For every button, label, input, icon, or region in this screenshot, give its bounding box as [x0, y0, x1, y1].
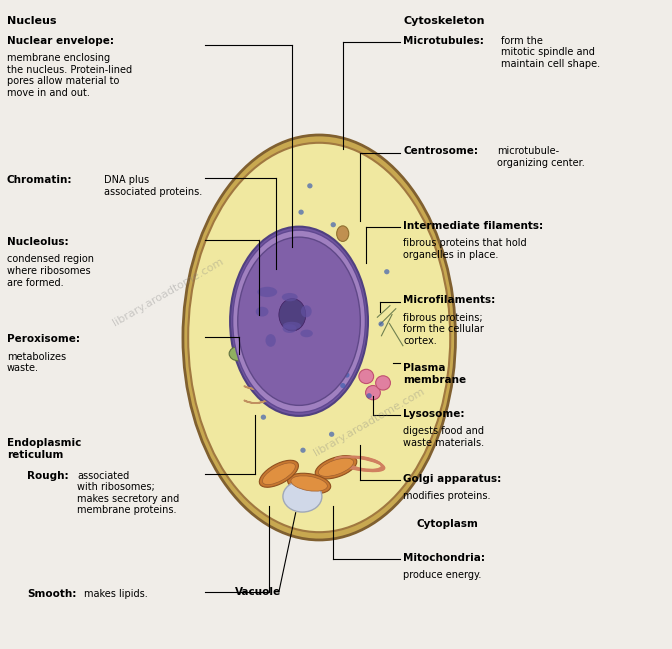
Text: membrane enclosing
the nucleus. Protein-lined
pores allow material to
move in an: membrane enclosing the nucleus. Protein-…	[7, 53, 132, 98]
Text: Endoplasmic
reticulum: Endoplasmic reticulum	[7, 438, 81, 459]
Circle shape	[314, 313, 320, 318]
Circle shape	[282, 346, 287, 351]
Ellipse shape	[238, 237, 360, 406]
Circle shape	[261, 415, 266, 420]
FancyArrowPatch shape	[245, 372, 266, 374]
Text: Lysosome:: Lysosome:	[403, 409, 465, 419]
FancyArrowPatch shape	[245, 358, 266, 360]
Text: produce energy.: produce energy.	[403, 570, 482, 580]
Text: microtubule-
organizing center.: microtubule- organizing center.	[497, 146, 585, 167]
Text: Vacuole: Vacuole	[235, 587, 282, 597]
Text: Microtubules:: Microtubules:	[403, 36, 484, 45]
Text: form the
mitotic spindle and
maintain cell shape.: form the mitotic spindle and maintain ce…	[501, 36, 600, 69]
Circle shape	[345, 290, 350, 295]
Text: Plasma
membrane: Plasma membrane	[403, 363, 466, 385]
FancyArrowPatch shape	[245, 400, 266, 403]
Text: Rough:: Rough:	[27, 471, 69, 480]
Text: library.aroadtome.com: library.aroadtome.com	[312, 386, 427, 458]
FancyArrowPatch shape	[245, 329, 266, 332]
Ellipse shape	[283, 324, 296, 333]
Text: fibrous proteins;
form the cellular
cortex.: fibrous proteins; form the cellular cort…	[403, 313, 484, 346]
Ellipse shape	[301, 305, 312, 317]
Circle shape	[298, 210, 304, 215]
Circle shape	[343, 344, 349, 349]
Circle shape	[340, 383, 345, 388]
Circle shape	[329, 432, 335, 437]
Text: Cytoplasm: Cytoplasm	[417, 519, 478, 529]
Text: Smooth:: Smooth:	[27, 589, 76, 598]
Ellipse shape	[183, 135, 456, 540]
Ellipse shape	[283, 322, 301, 330]
Circle shape	[299, 324, 304, 329]
Text: Nucleolus:: Nucleolus:	[7, 237, 69, 247]
Ellipse shape	[259, 460, 298, 487]
FancyArrowPatch shape	[245, 343, 266, 346]
Ellipse shape	[337, 226, 349, 241]
Ellipse shape	[359, 369, 374, 384]
Circle shape	[288, 400, 294, 405]
Ellipse shape	[288, 473, 331, 494]
Ellipse shape	[229, 347, 248, 361]
Text: library.aroadtome.com: library.aroadtome.com	[111, 256, 225, 328]
Circle shape	[384, 269, 390, 275]
Ellipse shape	[291, 476, 327, 491]
Circle shape	[286, 256, 291, 262]
Text: Peroxisome:: Peroxisome:	[7, 334, 80, 344]
Circle shape	[278, 284, 284, 289]
Ellipse shape	[282, 293, 298, 301]
FancyArrowPatch shape	[245, 386, 266, 389]
Ellipse shape	[366, 386, 380, 400]
Text: Intermediate filaments:: Intermediate filaments:	[403, 221, 544, 230]
Text: metabolizes
waste.: metabolizes waste.	[7, 352, 66, 373]
Ellipse shape	[315, 456, 357, 479]
Text: condensed region
where ribosomes
are formed.: condensed region where ribosomes are for…	[7, 254, 93, 288]
Text: Centrosome:: Centrosome:	[403, 146, 478, 156]
Ellipse shape	[263, 463, 295, 485]
Text: makes lipids.: makes lipids.	[84, 589, 148, 598]
Ellipse shape	[300, 330, 313, 337]
Text: DNA plus
associated proteins.: DNA plus associated proteins.	[104, 175, 202, 197]
Text: Nuclear envelope:: Nuclear envelope:	[7, 36, 114, 45]
Circle shape	[307, 183, 312, 188]
Ellipse shape	[233, 230, 366, 412]
Text: modifies proteins.: modifies proteins.	[403, 491, 491, 501]
Ellipse shape	[188, 143, 450, 532]
Ellipse shape	[283, 481, 322, 512]
Circle shape	[298, 376, 304, 381]
Circle shape	[331, 222, 336, 227]
Text: digests food and
waste materials.: digests food and waste materials.	[403, 426, 485, 448]
Circle shape	[294, 254, 300, 259]
Text: Cytoskeleton: Cytoskeleton	[403, 16, 485, 26]
Text: associated
with ribosomes;
makes secretory and
membrane proteins.: associated with ribosomes; makes secreto…	[77, 471, 179, 515]
Text: Chromatin:: Chromatin:	[7, 175, 72, 185]
Text: Golgi apparatus:: Golgi apparatus:	[403, 474, 501, 484]
Text: fibrous proteins that hold
organelles in place.: fibrous proteins that hold organelles in…	[403, 238, 527, 260]
Ellipse shape	[230, 227, 368, 416]
Circle shape	[307, 352, 312, 358]
Text: Mitochondria:: Mitochondria:	[403, 553, 485, 563]
Ellipse shape	[376, 376, 390, 390]
Circle shape	[378, 321, 384, 326]
Ellipse shape	[279, 299, 306, 331]
Ellipse shape	[256, 307, 269, 317]
Circle shape	[344, 373, 349, 378]
Text: Microfilaments:: Microfilaments:	[403, 295, 495, 305]
Text: Nucleus: Nucleus	[7, 16, 56, 26]
Circle shape	[300, 448, 306, 453]
Circle shape	[267, 307, 273, 312]
Circle shape	[312, 289, 318, 295]
Ellipse shape	[265, 334, 276, 347]
Circle shape	[366, 393, 372, 398]
Ellipse shape	[319, 458, 353, 476]
Ellipse shape	[257, 287, 278, 297]
Circle shape	[247, 341, 252, 346]
